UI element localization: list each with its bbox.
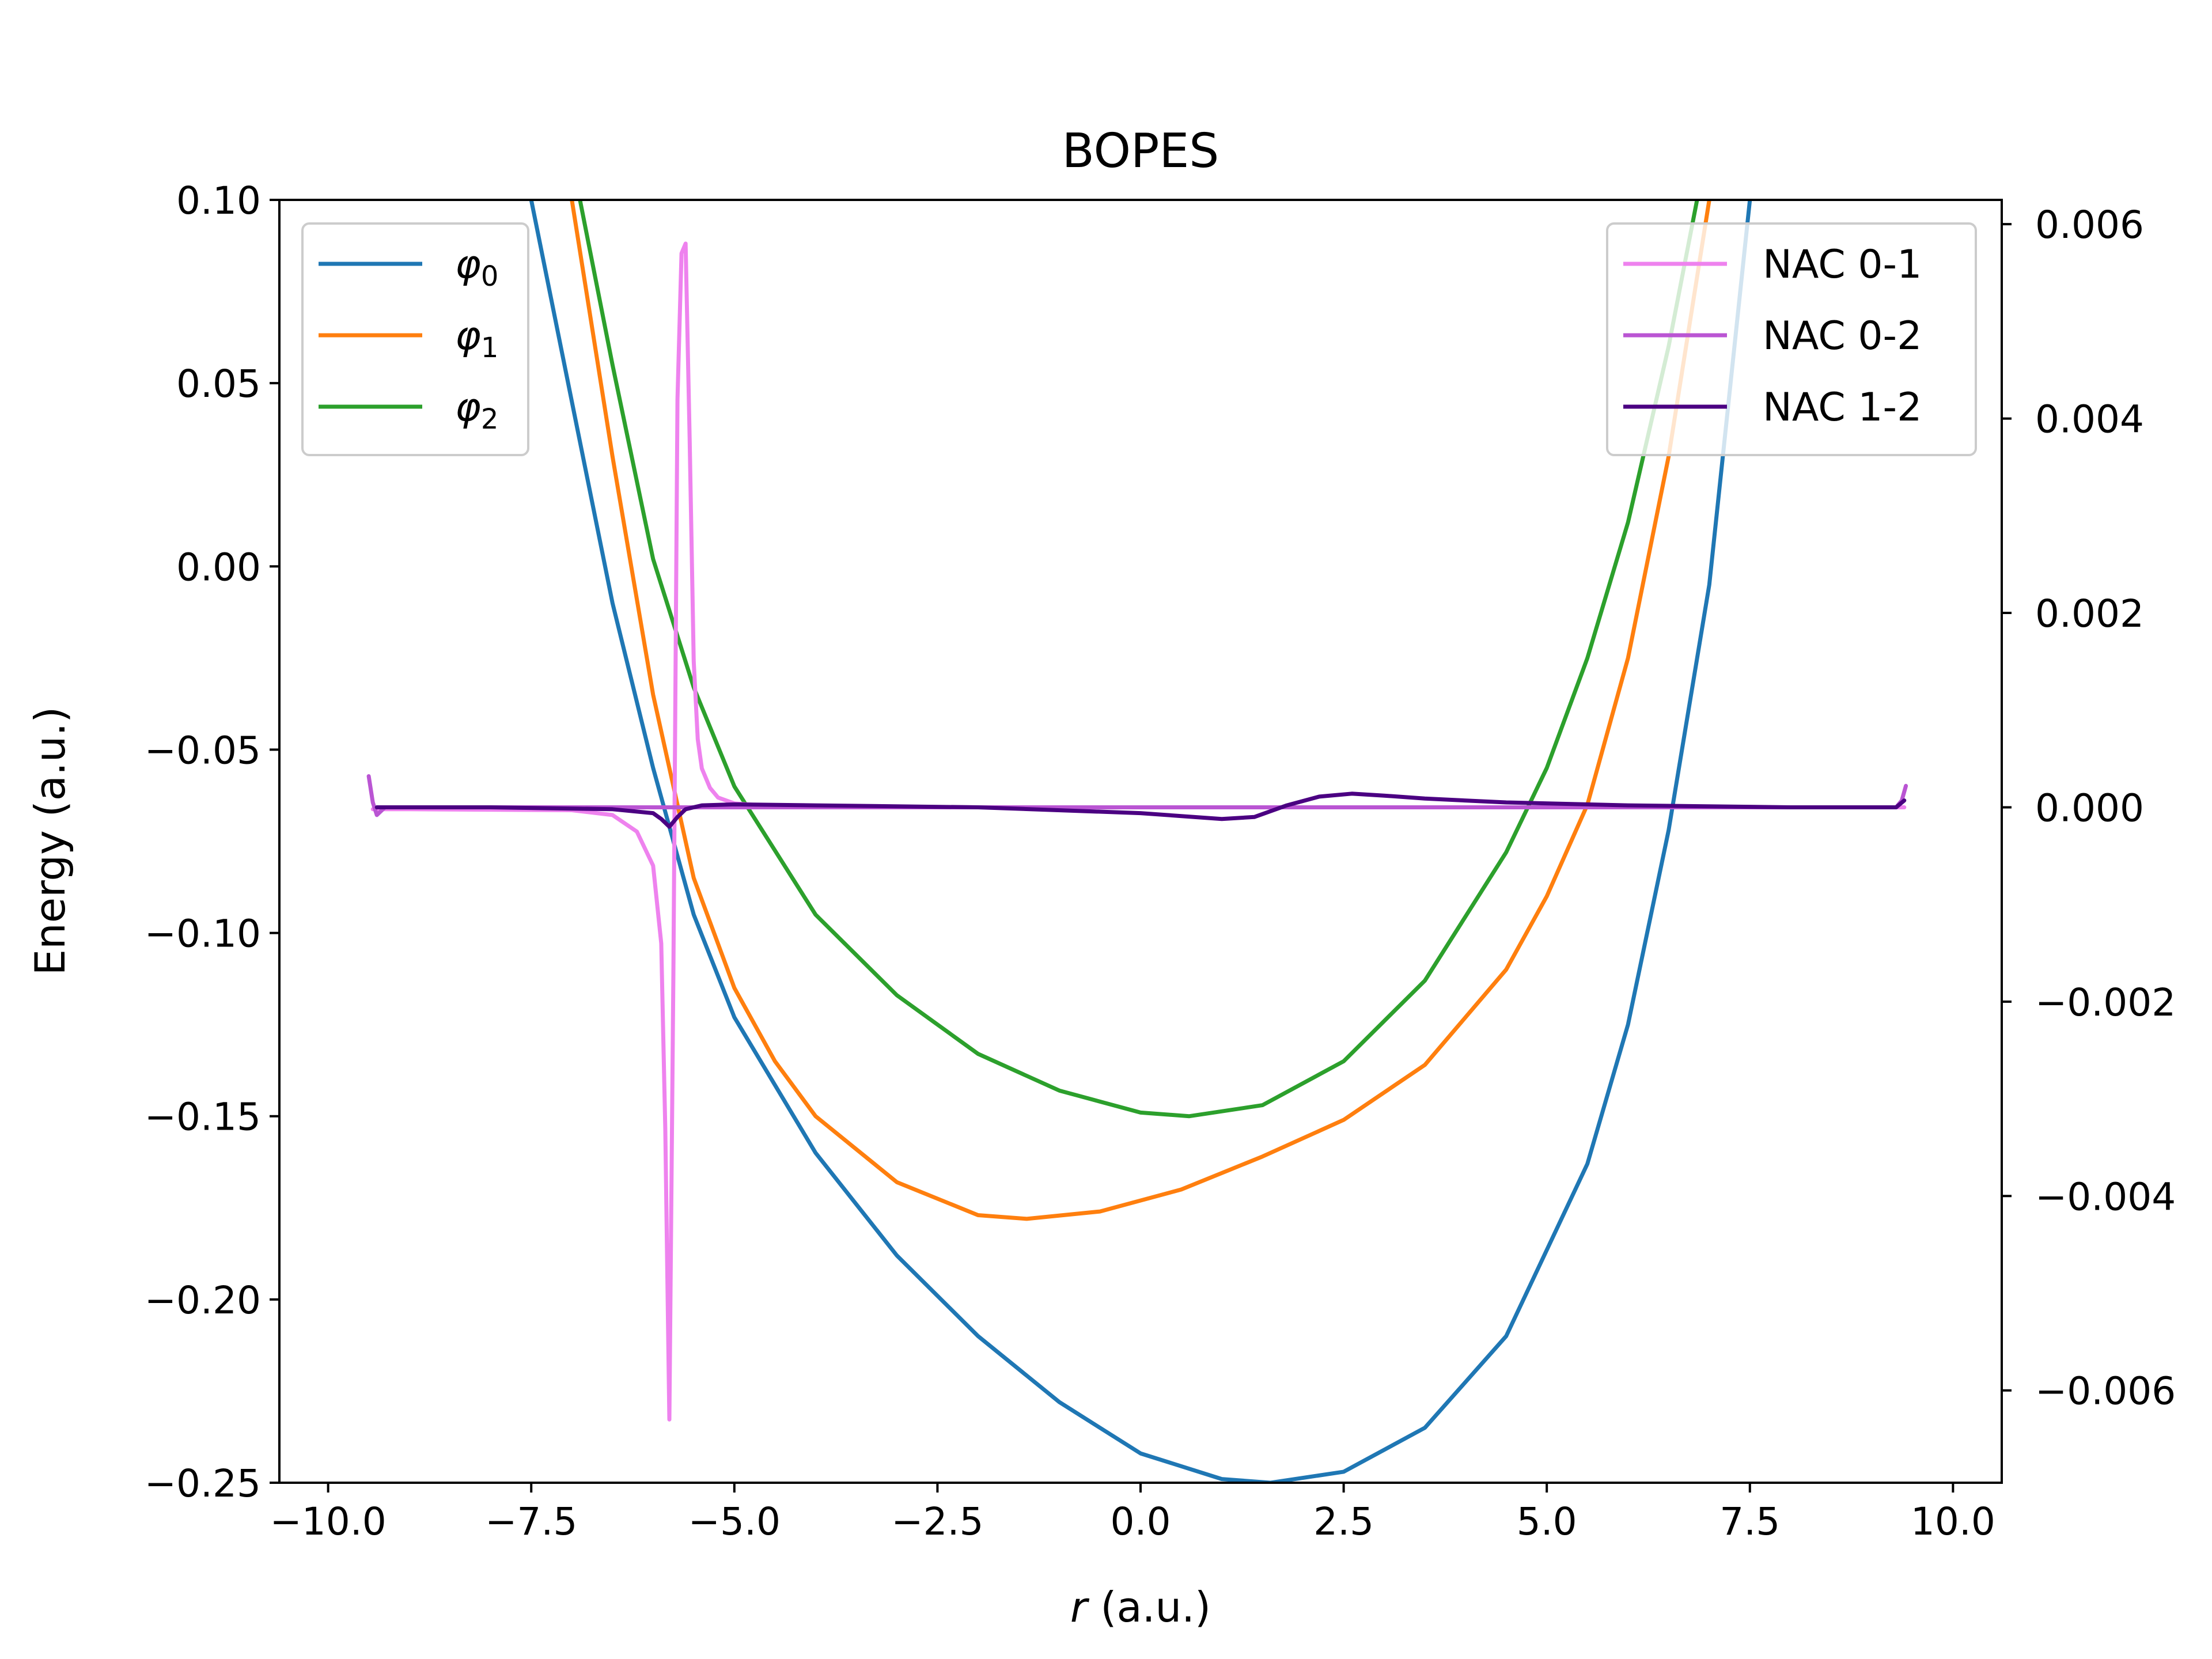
series-layer	[366, 200, 1908, 1483]
x-tick-label: 7.5	[1719, 1499, 1780, 1544]
y-tick-label: −0.10	[145, 912, 261, 956]
x-axis-ticks: −10.0 −7.5 −5.0 −2.5 0.0 2.5 5.0 7.5 10.0	[270, 1483, 1995, 1544]
y2-tick-label: 0.000	[2035, 786, 2144, 830]
left-legend-box	[301, 222, 529, 456]
y-tick-label: −0.05	[145, 728, 261, 772]
y-tick-label: 0.10	[176, 179, 261, 223]
right-legend-label: NAC 0-1	[1763, 242, 1922, 287]
right-legend-entries: NAC 0-1 NAC 0-2 NAC 1-2	[1623, 242, 1922, 430]
y2-tick-label: −0.002	[2035, 980, 2176, 1025]
x-axis-label: r (a.u.)	[1070, 1583, 1211, 1631]
x-tick-label: 10.0	[1911, 1499, 1995, 1544]
y2-tick-label: 0.004	[2035, 397, 2144, 442]
x-tick-label: −10.0	[270, 1499, 386, 1544]
y-tick-label: −0.25	[145, 1461, 261, 1506]
series-line-phi2	[578, 200, 1699, 1119]
y2-tick-label: 0.006	[2035, 203, 2144, 247]
y2-tick-label: −0.004	[2035, 1175, 2176, 1219]
x-tick-label: −5.0	[688, 1499, 781, 1544]
x-tick-label: 2.5	[1313, 1499, 1374, 1544]
x-tick-label: 0.0	[1111, 1499, 1171, 1544]
series-line-phi1	[570, 200, 1711, 1221]
x-tick-label: −2.5	[891, 1499, 983, 1544]
y-tick-label: 0.05	[176, 362, 261, 406]
series-line-phi0	[529, 200, 1752, 1483]
chart-title: BOPES	[1062, 124, 1219, 179]
right-legend-box	[1606, 222, 1977, 456]
x-tick-label: 5.0	[1517, 1499, 1577, 1544]
y-tick-label: 0.00	[176, 545, 261, 589]
y-tick-label: −0.20	[145, 1278, 261, 1323]
right-legend-label: NAC 0-2	[1763, 313, 1922, 359]
y-axis-label: Energy (a.u.)	[26, 707, 74, 976]
y-axis-ticks: 0.10 0.05 0.00 −0.05 −0.10 −0.15 −0.20 −0.25	[145, 179, 279, 1506]
right-legend-label: NAC 1-2	[1763, 385, 1922, 430]
right-legend: NAC 0-1 NAC 0-2 NAC 1-2	[1606, 222, 1977, 456]
series-line-nac-1-2	[374, 791, 1907, 829]
secondary-y-axis-ticks: 0.006 0.004 0.002 0.000 −0.002 −0.004 −0.006	[2002, 203, 2176, 1414]
x-tick-label: −7.5	[485, 1499, 577, 1544]
y-tick-label: −0.15	[145, 1095, 261, 1139]
y2-tick-label: 0.002	[2035, 592, 2144, 636]
y2-tick-label: −0.006	[2035, 1369, 2176, 1414]
